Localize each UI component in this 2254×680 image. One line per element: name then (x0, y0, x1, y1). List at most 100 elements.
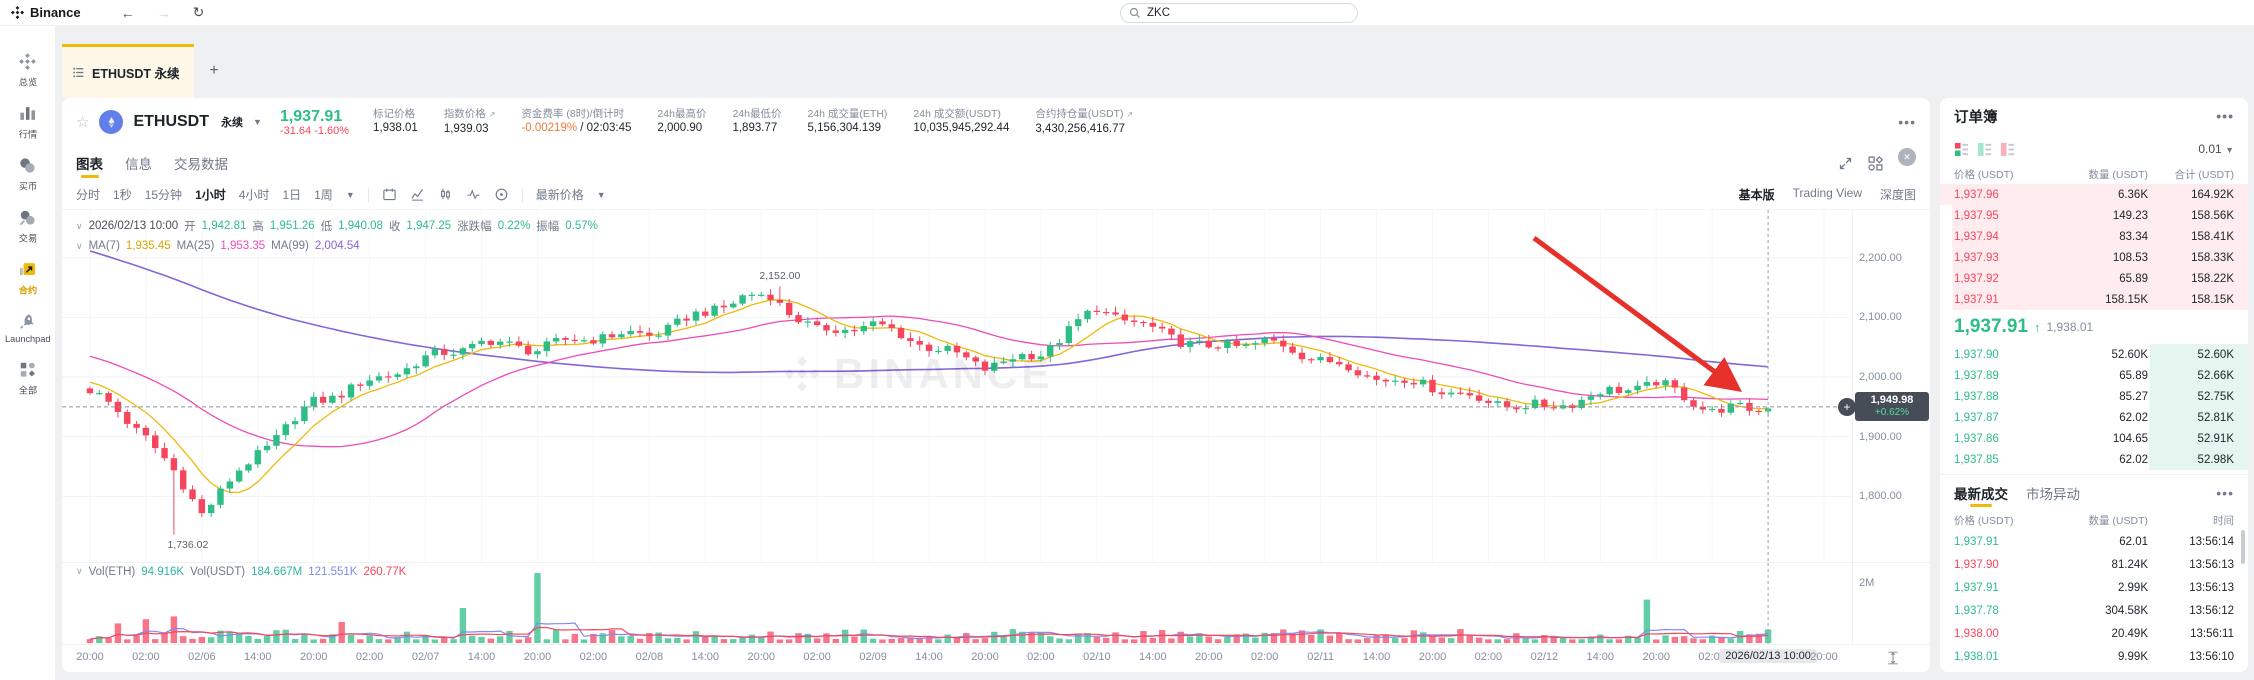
price-cell: 1,937.90 (1954, 348, 1999, 361)
qty-cell: 108.53 (2112, 251, 2148, 264)
back-button[interactable]: ← (120, 4, 135, 21)
alert-icon[interactable] (494, 187, 509, 202)
interval-time[interactable]: 分时 (76, 188, 101, 202)
close-panel-icon[interactable]: ✕ (1898, 148, 1916, 166)
tab-latest-trades[interactable]: 最新成交 (1954, 475, 2008, 510)
interval-1d[interactable]: 1日 (282, 188, 302, 202)
stat-funding-rate: 资金费率 (8时)/倒计时 -0.00219% / 02:03:45 (521, 108, 632, 134)
tab-trading-data[interactable]: 交易数据 (174, 157, 228, 172)
favorite-star-icon[interactable]: ☆ (76, 114, 90, 131)
time-axis-label: 20:00 (1194, 651, 1223, 663)
price-alert-marker[interactable]: 1,949.98 +0.62% (1855, 391, 1929, 421)
ask-row[interactable]: 1,937.93 108.53 158.33K (1940, 247, 2248, 268)
trades-more-button[interactable]: ••• (2216, 484, 2234, 501)
trade-row[interactable]: 1,937.78 304.58K 13:56:12 (1940, 599, 2248, 622)
chevron-down-icon[interactable]: ▼ (253, 117, 262, 127)
time-axis-label: 02:00 (1474, 651, 1503, 663)
interval-1s[interactable]: 1秒 (113, 188, 132, 202)
time-axis-label: 14:00 (1586, 651, 1615, 663)
header-more-button[interactable]: ••• (1898, 114, 1916, 130)
indicators-icon[interactable] (466, 187, 481, 202)
view-tradingview[interactable]: Trading View (1792, 186, 1862, 200)
sidebar-item-trade[interactable]: 交易 (0, 208, 55, 245)
ask-row[interactable]: 1,937.96 6.36K 164.92K (1940, 184, 2248, 205)
ask-row[interactable]: 1,937.91 158.15K 158.15K (1940, 289, 2248, 310)
tab-market-movers[interactable]: 市场异动 (2026, 486, 2080, 502)
search-box[interactable] (1120, 3, 1358, 23)
candlestick-icon[interactable] (438, 187, 453, 202)
ask-row[interactable]: 1,937.92 65.89 158.22K (1940, 268, 2248, 289)
trade-row[interactable]: 1,938.01 9.99K 13:56:10 (1940, 645, 2248, 668)
price-mode-select[interactable]: 最新价格 (535, 188, 584, 202)
collapse-icon[interactable]: ∨ (76, 220, 83, 231)
drawing-tools-icon[interactable] (410, 187, 425, 202)
forward-button[interactable]: → (156, 4, 171, 21)
chevron-down-icon[interactable]: ▼ (596, 189, 606, 200)
bid-row[interactable]: 1,937.86 104.65 52.91K (1940, 428, 2248, 449)
trade-qty: 20.49K (2111, 627, 2148, 640)
search-input[interactable] (1147, 7, 1327, 19)
volume-chart[interactable] (62, 563, 1852, 645)
layout-icon[interactable] (1867, 155, 1884, 172)
stat-index-price[interactable]: 指数价格 ↗ 1,939.03 (443, 108, 496, 135)
book-mode-asks-icon[interactable] (2000, 142, 2015, 157)
ask-row[interactable]: 1,937.94 83.34 158.41K (1940, 226, 2248, 247)
measure-icon[interactable] (1886, 650, 1900, 666)
collapse-icon[interactable]: ∨ (76, 566, 83, 576)
sidebar-item-markets[interactable]: 行情 (0, 104, 55, 141)
total-cell: 52.91K (2197, 432, 2234, 445)
qty-cell: 62.02 (2119, 411, 2148, 424)
bid-row[interactable]: 1,937.85 62.02 52.98K (1940, 449, 2248, 470)
tab-info[interactable]: 信息 (125, 157, 152, 172)
order-book-mid[interactable]: 1,937.91 ↑ 1,938.01 (1940, 310, 2248, 344)
trade-row[interactable]: 1,938.00 20.49K 13:56:11 (1940, 622, 2248, 645)
interval-4h[interactable]: 4小时 (238, 188, 270, 202)
trade-time: 13:56:12 (2189, 604, 2234, 617)
add-tab-button[interactable]: + (209, 62, 219, 79)
scrollbar[interactable] (2241, 530, 2245, 564)
trade-row[interactable]: 1,937.91 62.01 13:56:14 (1940, 530, 2248, 553)
book-mode-bids-icon[interactable] (1977, 142, 1992, 157)
instrument-header: ☆ ETHUSDT 永续 ▼ 1,937.91 -31.64 -1.60% 标记… (62, 98, 1930, 146)
sidebar-item-more[interactable]: 全部 (0, 360, 55, 397)
symbol-name[interactable]: ETHUSDT (133, 113, 210, 130)
tick-size-select[interactable]: 0.01 ▼ (2198, 142, 2234, 156)
interval-15m[interactable]: 15分钟 (144, 188, 183, 202)
trade-row[interactable]: 1,937.90 81.24K 13:56:13 (1940, 553, 2248, 576)
sidebar-item-buy-crypto[interactable]: 买币 (0, 156, 55, 193)
bid-row[interactable]: 1,937.87 62.02 52.81K (1940, 407, 2248, 428)
bid-row[interactable]: 1,937.89 65.89 52.66K (1940, 365, 2248, 386)
expand-icon[interactable] (1838, 156, 1853, 171)
trade-price: 1,937.78 (1954, 604, 1999, 617)
crosshair-plus-icon[interactable]: + (1838, 397, 1856, 416)
candlestick-chart[interactable] (62, 210, 1852, 562)
sidebar-item-launchpad[interactable]: Launchpad (0, 312, 55, 345)
ask-row[interactable]: 1,937.95 149.23 158.56K (1940, 205, 2248, 226)
collapse-icon[interactable]: ∨ (76, 240, 83, 251)
trade-row[interactable]: 1,937.91 2.99K 13:56:13 (1940, 576, 2248, 599)
volume-pane[interactable]: ∨ Vol(ETH) 94.916K Vol(USDT) 184.667M 121.… (62, 562, 1930, 645)
binance-diamond-icon (784, 356, 820, 392)
interval-1h[interactable]: 1小时 (195, 188, 226, 202)
price-chart-area[interactable]: BINANCE ∨ 2026/02/13 10:00 开 1,942.81 高 1,… (62, 210, 1930, 562)
price-cell: 1,937.86 (1954, 432, 1999, 445)
sidebar-item-overview[interactable]: 总览 (0, 52, 55, 89)
tab-chart[interactable]: 图表 (76, 146, 103, 180)
book-mode-both-icon[interactable] (1954, 142, 1969, 157)
tab-ethusdt-perp[interactable]: ETHUSDT 永续 (62, 44, 194, 98)
view-depth[interactable]: 深度图 (1879, 188, 1916, 202)
view-basic[interactable]: 基本版 (1738, 188, 1775, 202)
sidebar-item-futures[interactable]: 合约 (0, 260, 55, 297)
stat-open-interest[interactable]: 合约持仓量(USDT) ↗ 3,430,256,416.77 (1035, 108, 1134, 135)
bid-row[interactable]: 1,937.90 52.60K 52.60K (1940, 344, 2248, 365)
order-book-more-button[interactable]: ••• (2216, 108, 2234, 124)
bid-row[interactable]: 1,937.88 85.27 52.75K (1940, 386, 2248, 407)
price-axis[interactable]: 2,200.00 2,100.00 2,000.00 1,900.00 1,800.00… (1852, 210, 1930, 562)
funding-countdown: / 02:03:45 (577, 122, 632, 134)
refresh-button[interactable]: ↻ (192, 4, 205, 20)
interval-1w[interactable]: 1周 (314, 188, 333, 202)
search-icon (1129, 7, 1140, 18)
time-axis[interactable]: 20:00 02:00 02/06 14:00 20:00 02:00 02/07 14:00… (62, 644, 1930, 672)
chart-style-icon[interactable] (382, 187, 397, 202)
interval-more-icon[interactable]: ▼ (345, 189, 355, 200)
